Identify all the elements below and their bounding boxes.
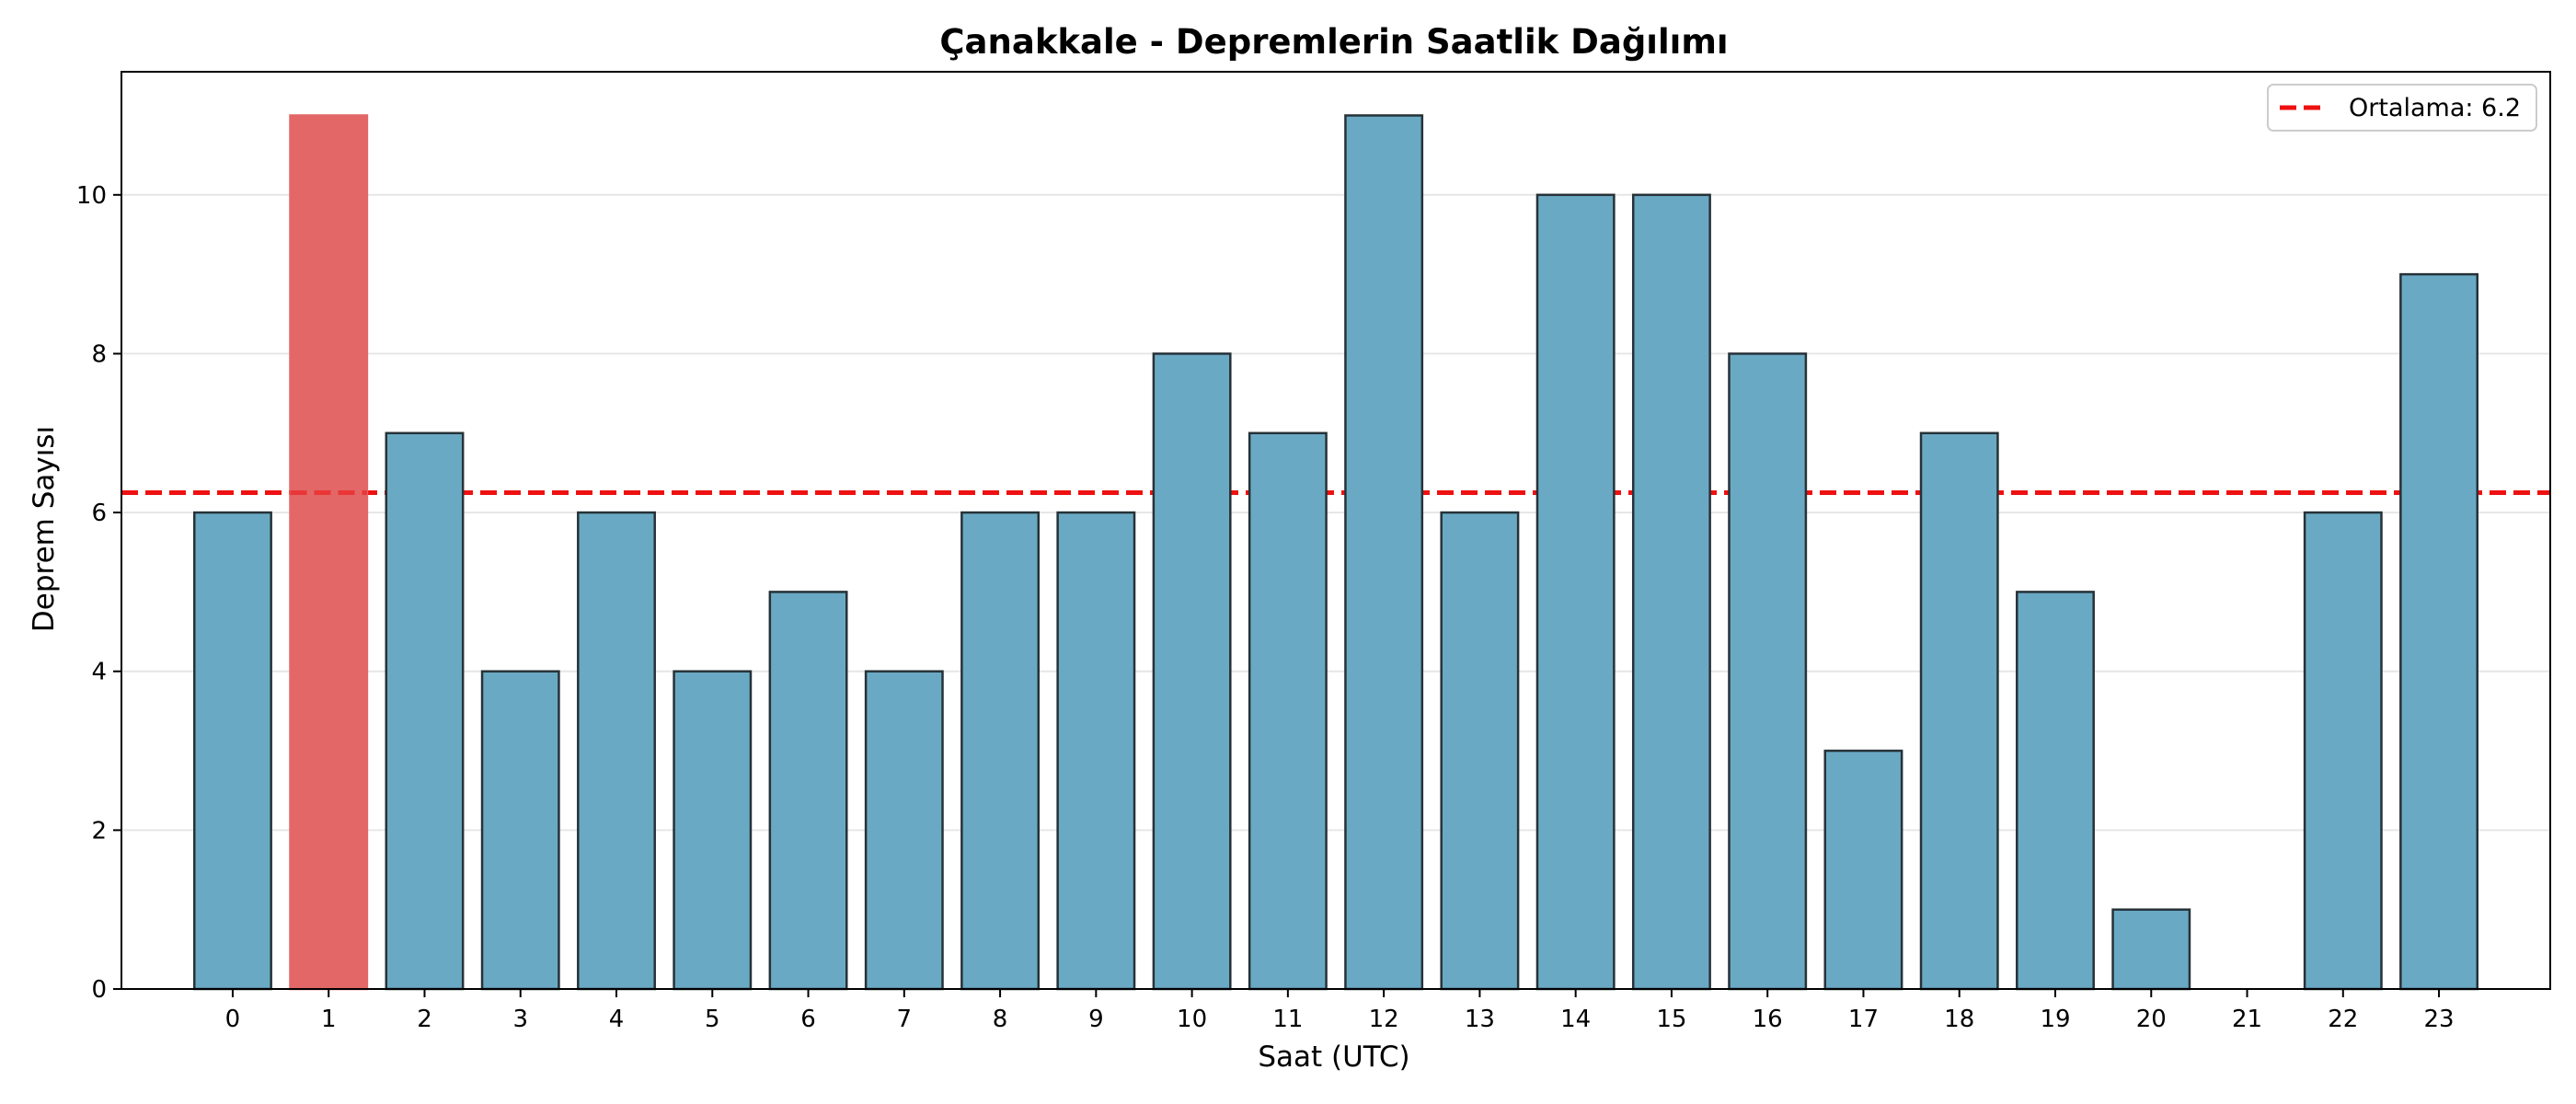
bar-hour-18 — [1919, 431, 1999, 991]
bar-hour-14 — [1535, 193, 1616, 991]
x-tick-label: 22 — [2328, 1006, 2358, 1033]
y-tick-label: 8 — [91, 340, 107, 368]
bar-hour-7 — [864, 670, 944, 991]
legend-box — [2267, 84, 2537, 132]
bar-hour-1 — [289, 114, 369, 991]
y-tick-label: 10 — [76, 182, 107, 210]
x-tick-label: 10 — [1177, 1006, 1207, 1033]
bar-hour-17 — [1823, 749, 1903, 991]
x-tick-label: 4 — [609, 1006, 625, 1033]
x-tick-label: 2 — [417, 1006, 432, 1033]
x-tick-label: 6 — [800, 1006, 816, 1033]
legend: Ortalama: 6.2 — [2267, 84, 2537, 132]
x-tick-label: 9 — [1088, 1006, 1104, 1033]
plot-frame — [121, 71, 2551, 990]
bar-hour-4 — [577, 511, 656, 991]
bar-hour-22 — [2303, 511, 2383, 991]
x-axis-label: Saat (UTC) — [1258, 1041, 1409, 1074]
bar-hour-10 — [1152, 352, 1232, 991]
x-tick-label: 5 — [705, 1006, 720, 1033]
x-tick-label: 21 — [2232, 1006, 2262, 1033]
x-tick-label: 23 — [2424, 1006, 2455, 1033]
y-axis: 0 2 4 6 8 10 — [76, 182, 121, 1004]
bar-hour-23 — [2399, 272, 2479, 991]
x-tick-label: 17 — [1848, 1006, 1879, 1033]
bar-hour-5 — [673, 670, 753, 991]
y-tick-label: 4 — [91, 659, 107, 686]
bar-hour-13 — [1440, 511, 1520, 991]
bar-hour-12 — [1344, 114, 1424, 991]
x-tick-label: 19 — [2040, 1006, 2070, 1033]
bar-hour-8 — [960, 511, 1041, 991]
x-tick-label: 1 — [321, 1006, 337, 1033]
x-tick-label: 3 — [512, 1006, 528, 1033]
x-tick-label: 16 — [1753, 1006, 1783, 1033]
y-tick-label: 2 — [91, 817, 107, 845]
x-tick-label: 15 — [1656, 1006, 1686, 1033]
y-axis-label: Deprem Sayısı — [28, 426, 61, 632]
bar-hour-19 — [2016, 591, 2095, 991]
bar-hour-2 — [385, 431, 465, 991]
x-tick-label: 13 — [1465, 1006, 1495, 1033]
bar-hour-6 — [768, 591, 848, 991]
chart-title: Çanakkale - Depremlerin Saatlik Dağılımı — [939, 22, 1728, 62]
x-tick-label: 12 — [1369, 1006, 1399, 1033]
bars — [192, 114, 2479, 991]
legend-label: Ortalama: 6.2 — [2349, 94, 2521, 122]
bar-hour-16 — [1728, 352, 1808, 991]
bar-hour-20 — [2111, 908, 2191, 991]
x-tick-label: 11 — [1272, 1006, 1303, 1033]
x-tick-label: 7 — [897, 1006, 913, 1033]
y-tick-label: 6 — [91, 500, 107, 527]
x-tick-label: 8 — [993, 1006, 1008, 1033]
bar-hour-9 — [1056, 511, 1136, 991]
bar-hour-3 — [480, 670, 560, 991]
bar-hour-15 — [1631, 193, 1711, 991]
bar-hour-11 — [1248, 431, 1328, 991]
x-tick-label: 18 — [1944, 1006, 1974, 1033]
y-tick-label: 0 — [91, 976, 107, 1004]
x-tick-label: 20 — [2136, 1006, 2167, 1033]
bar-hour-0 — [192, 511, 272, 991]
x-tick-label: 0 — [225, 1006, 241, 1033]
x-axis: 0 1 2 3 4 5 6 7 8 9 10 11 12 13 14 15 16 17 18 19 20 21 22 23 — [225, 989, 2455, 1033]
x-tick-label: 14 — [1560, 1006, 1591, 1033]
